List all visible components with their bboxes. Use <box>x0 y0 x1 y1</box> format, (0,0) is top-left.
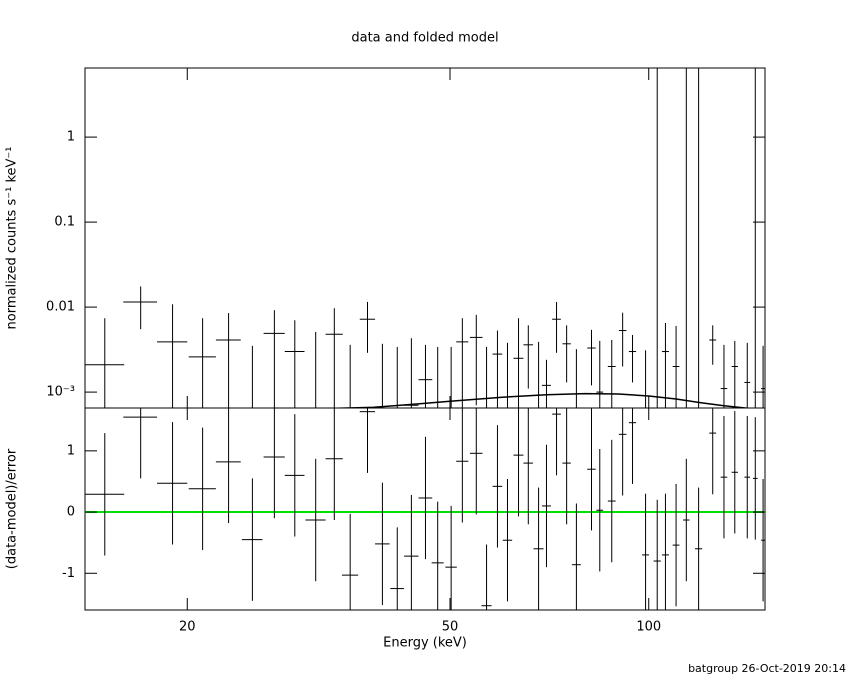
y-tick-label: 1 <box>67 443 75 458</box>
y-tick-label: 10⁻³ <box>46 385 75 400</box>
plot-area <box>85 408 765 610</box>
x-tick-label: 50 <box>442 620 459 635</box>
plot-area <box>85 68 765 408</box>
x-tick-label: 100 <box>636 620 661 635</box>
y-tick-label: 1 <box>67 130 75 145</box>
y-axis-label: (data-model)/error <box>5 448 20 569</box>
chart-title: data and folded model <box>351 31 498 46</box>
y-tick-label: 0.01 <box>46 300 75 315</box>
y-tick-label: 0.1 <box>54 215 75 230</box>
model-line <box>319 392 754 408</box>
footer: batgroup 26-Oct-2019 20:14 <box>688 662 846 675</box>
plot-frame <box>84 407 766 611</box>
y-axis-label: normalized counts s⁻¹ keV⁻¹ <box>5 147 20 330</box>
y-tick-label: -1 <box>62 566 75 581</box>
x-axis-label: Energy (keV) <box>383 636 467 651</box>
x-tick-label: 20 <box>179 620 196 635</box>
y-tick-label: 0 <box>67 505 75 520</box>
